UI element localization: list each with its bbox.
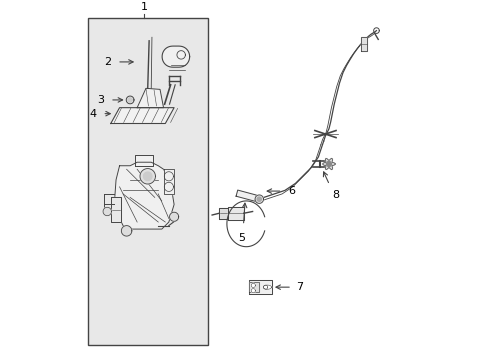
Polygon shape [128,98,132,102]
Polygon shape [248,280,271,294]
Polygon shape [248,282,258,292]
Polygon shape [163,169,174,194]
Text: 5: 5 [238,233,245,243]
Text: 4: 4 [89,109,97,119]
Polygon shape [135,155,153,166]
Text: 8: 8 [331,190,338,201]
Polygon shape [111,197,121,222]
Text: 7: 7 [296,282,303,292]
Bar [88,18,207,345]
Text: 1: 1 [141,1,147,12]
Polygon shape [263,285,271,289]
Polygon shape [162,46,189,67]
Polygon shape [140,168,155,184]
Polygon shape [121,226,132,236]
Polygon shape [322,158,335,170]
Polygon shape [255,195,263,203]
Polygon shape [103,207,111,216]
Polygon shape [326,162,331,166]
Polygon shape [111,108,174,123]
Polygon shape [137,88,163,108]
Polygon shape [169,212,178,221]
Polygon shape [143,172,152,180]
Polygon shape [251,283,255,288]
Text: 2: 2 [104,57,111,67]
Polygon shape [227,207,244,220]
Polygon shape [263,285,267,289]
Polygon shape [360,37,366,51]
Text: 6: 6 [287,186,294,196]
Text: 3: 3 [97,95,104,105]
Polygon shape [219,208,227,219]
Polygon shape [251,289,255,293]
Polygon shape [114,162,174,229]
Polygon shape [236,190,256,201]
Polygon shape [257,197,261,201]
